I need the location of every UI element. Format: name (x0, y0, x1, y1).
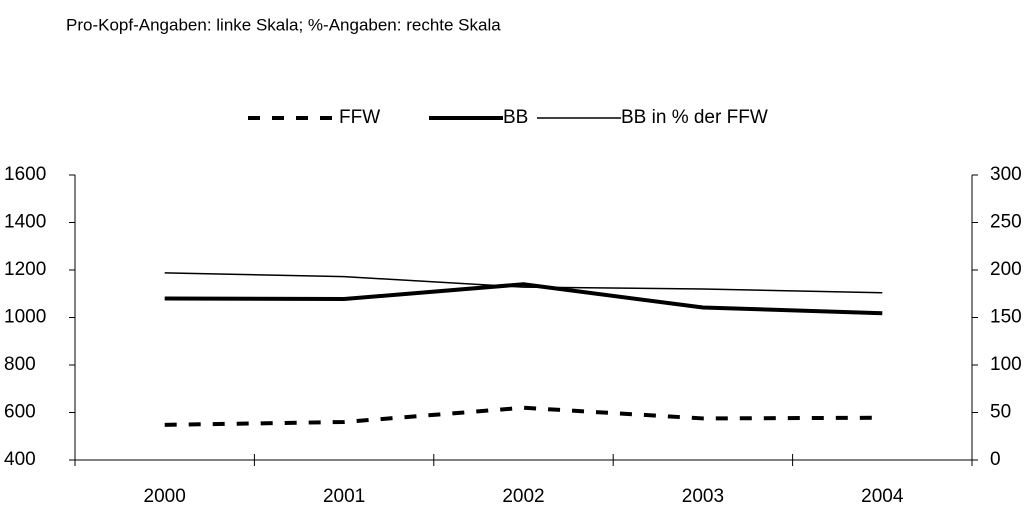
y2-tick-label: 100 (990, 354, 1022, 375)
x-tick-label: 2001 (323, 486, 365, 507)
series-line (164, 272, 883, 294)
legend-label: BB (503, 107, 528, 128)
x-tick-label: 2004 (861, 486, 904, 507)
y2-tick-label: 50 (990, 402, 1011, 423)
series-line (164, 405, 883, 427)
y2-tick-label: 300 (990, 164, 1022, 185)
y-tick-label: 400 (4, 449, 36, 470)
x-tick-label: 2000 (144, 486, 186, 507)
series-line (164, 282, 883, 316)
y-tick-label: 1600 (4, 164, 46, 185)
x-tick-label: 2002 (502, 486, 544, 507)
y2-tick-label: 150 (990, 307, 1022, 328)
y-tick-label: 800 (4, 354, 36, 375)
y-tick-label: 1000 (4, 307, 46, 328)
legend-label: FFW (339, 107, 380, 128)
y-tick-label: 600 (4, 402, 36, 423)
legend-label: BB in % der FFW (621, 107, 768, 128)
y2-tick-label: 0 (990, 449, 1001, 470)
y2-tick-label: 200 (990, 259, 1022, 280)
y2-tick-label: 250 (990, 212, 1022, 233)
y-tick-label: 1400 (4, 212, 46, 233)
y-tick-label: 1200 (4, 259, 46, 280)
chart-subtitle: Pro-Kopf-Angaben: linke Skala; %-Angaben… (66, 15, 501, 34)
x-tick-label: 2003 (682, 486, 724, 507)
